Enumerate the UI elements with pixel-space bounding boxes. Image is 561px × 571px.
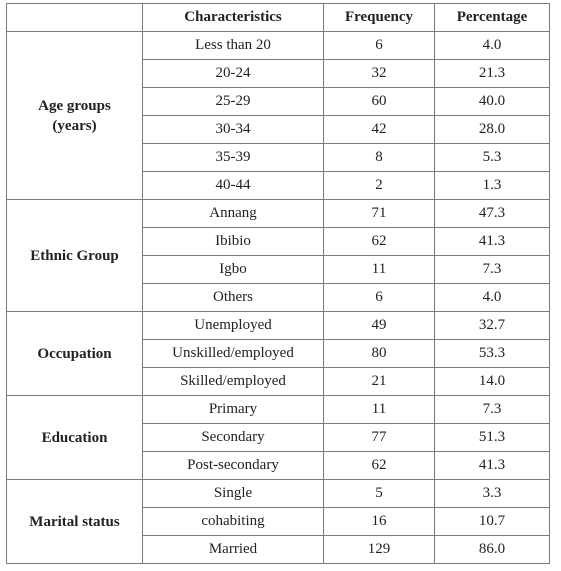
percentage-cell: 40.0 — [434, 87, 550, 116]
characteristic-cell: Others — [142, 283, 324, 312]
table-row: Ethnic Group Annang 71 47.3 — [6, 199, 550, 312]
table-row: Age groups (years) Less than 20 6 4.0 — [6, 31, 550, 200]
percentage-cell: 41.3 — [434, 451, 550, 480]
characteristic-cell: Igbo — [142, 255, 324, 284]
frequency-cell: 6 — [323, 31, 435, 60]
frequency-cell: 32 — [323, 59, 435, 88]
table-row: 35-39 8 5.3 — [7, 143, 550, 172]
frequency-cell: 16 — [323, 507, 435, 536]
percentage-cell: 53.3 — [434, 339, 550, 368]
frequency-cell: 11 — [323, 255, 435, 284]
characteristic-cell: Secondary — [142, 423, 324, 452]
characteristic-cell: 40-44 — [142, 171, 324, 200]
percentage-cell: 10.7 — [434, 507, 550, 536]
frequency-cell: 77 — [323, 423, 435, 452]
percentage-cell: 51.3 — [434, 423, 550, 452]
header-cell-frequency: Frequency — [323, 3, 435, 32]
table-row: Ibibio 62 41.3 — [7, 227, 550, 256]
percentage-cell: 7.3 — [434, 255, 550, 284]
demographics-table: Characteristics Frequency Percentage Age… — [6, 3, 550, 564]
frequency-cell: 21 — [323, 367, 435, 396]
percentage-cell: 4.0 — [434, 283, 550, 312]
group-label: Ethnic Group — [6, 199, 143, 312]
group-label: Occupation — [6, 311, 143, 396]
characteristic-cell: 25-29 — [142, 87, 324, 116]
percentage-cell: 14.0 — [434, 367, 550, 396]
group-label: Age groups (years) — [6, 31, 143, 200]
table-row: Married 129 86.0 — [7, 535, 550, 564]
table-row: Secondary 77 51.3 — [7, 423, 550, 452]
characteristic-cell: 30-34 — [142, 115, 324, 144]
characteristic-cell: Single — [142, 479, 324, 508]
frequency-cell: 8 — [323, 143, 435, 172]
group-label: Marital status — [6, 479, 143, 564]
frequency-cell: 2 — [323, 171, 435, 200]
header-row: Characteristics Frequency Percentage — [6, 3, 550, 32]
percentage-cell: 47.3 — [434, 199, 550, 228]
frequency-cell: 49 — [323, 311, 435, 340]
table-row: 25-29 60 40.0 — [7, 87, 550, 116]
percentage-cell: 4.0 — [434, 31, 550, 60]
percentage-cell: 1.3 — [434, 171, 550, 200]
frequency-cell: 11 — [323, 395, 435, 424]
characteristic-cell: Ibibio — [142, 227, 324, 256]
table-row: cohabiting 16 10.7 — [7, 507, 550, 536]
table-row: 30-34 42 28.0 — [7, 115, 550, 144]
characteristic-cell: Unskilled/employed — [142, 339, 324, 368]
table-row: Others 6 4.0 — [7, 283, 550, 312]
frequency-cell: 42 — [323, 115, 435, 144]
percentage-cell: 41.3 — [434, 227, 550, 256]
frequency-cell: 80 — [323, 339, 435, 368]
characteristic-cell: Skilled/employed — [142, 367, 324, 396]
percentage-cell: 21.3 — [434, 59, 550, 88]
characteristic-cell: 20-24 — [142, 59, 324, 88]
table-row: Post-secondary 62 41.3 — [7, 451, 550, 480]
characteristic-cell: Less than 20 — [142, 31, 324, 60]
frequency-cell: 71 — [323, 199, 435, 228]
percentage-cell: 3.3 — [434, 479, 550, 508]
header-cell-characteristics: Characteristics — [142, 3, 324, 32]
table-body: Age groups (years) Less than 20 6 4.0 20-24 32… — [6, 31, 550, 564]
characteristic-cell: Post-secondary — [142, 451, 324, 480]
frequency-cell: 62 — [323, 227, 435, 256]
characteristic-cell: 35-39 — [142, 143, 324, 172]
percentage-cell: 5.3 — [434, 143, 550, 172]
percentage-cell: 28.0 — [434, 115, 550, 144]
characteristic-cell: Unemployed — [142, 311, 324, 340]
characteristic-cell: Primary — [142, 395, 324, 424]
table-row: Igbo 11 7.3 — [7, 255, 550, 284]
header-cell-percentage: Percentage — [434, 3, 550, 32]
characteristic-cell: Annang — [142, 199, 324, 228]
percentage-cell: 86.0 — [434, 535, 550, 564]
table-row: 40-44 2 1.3 — [7, 171, 550, 200]
frequency-cell: 62 — [323, 451, 435, 480]
frequency-cell: 5 — [323, 479, 435, 508]
characteristic-cell: cohabiting — [142, 507, 324, 536]
percentage-cell: 7.3 — [434, 395, 550, 424]
table-row: 20-24 32 21.3 — [7, 59, 550, 88]
percentage-cell: 32.7 — [434, 311, 550, 340]
frequency-cell: 129 — [323, 535, 435, 564]
characteristic-cell: Married — [142, 535, 324, 564]
table-row: Marital status Single 5 3.3 — [6, 479, 550, 564]
frequency-cell: 6 — [323, 283, 435, 312]
table-row: Education Primary 11 7.3 — [6, 395, 550, 480]
table-row: Occupation Unemployed 49 32.7 — [6, 311, 550, 396]
header-cell-group — [6, 3, 143, 32]
group-label: Education — [6, 395, 143, 480]
frequency-cell: 60 — [323, 87, 435, 116]
